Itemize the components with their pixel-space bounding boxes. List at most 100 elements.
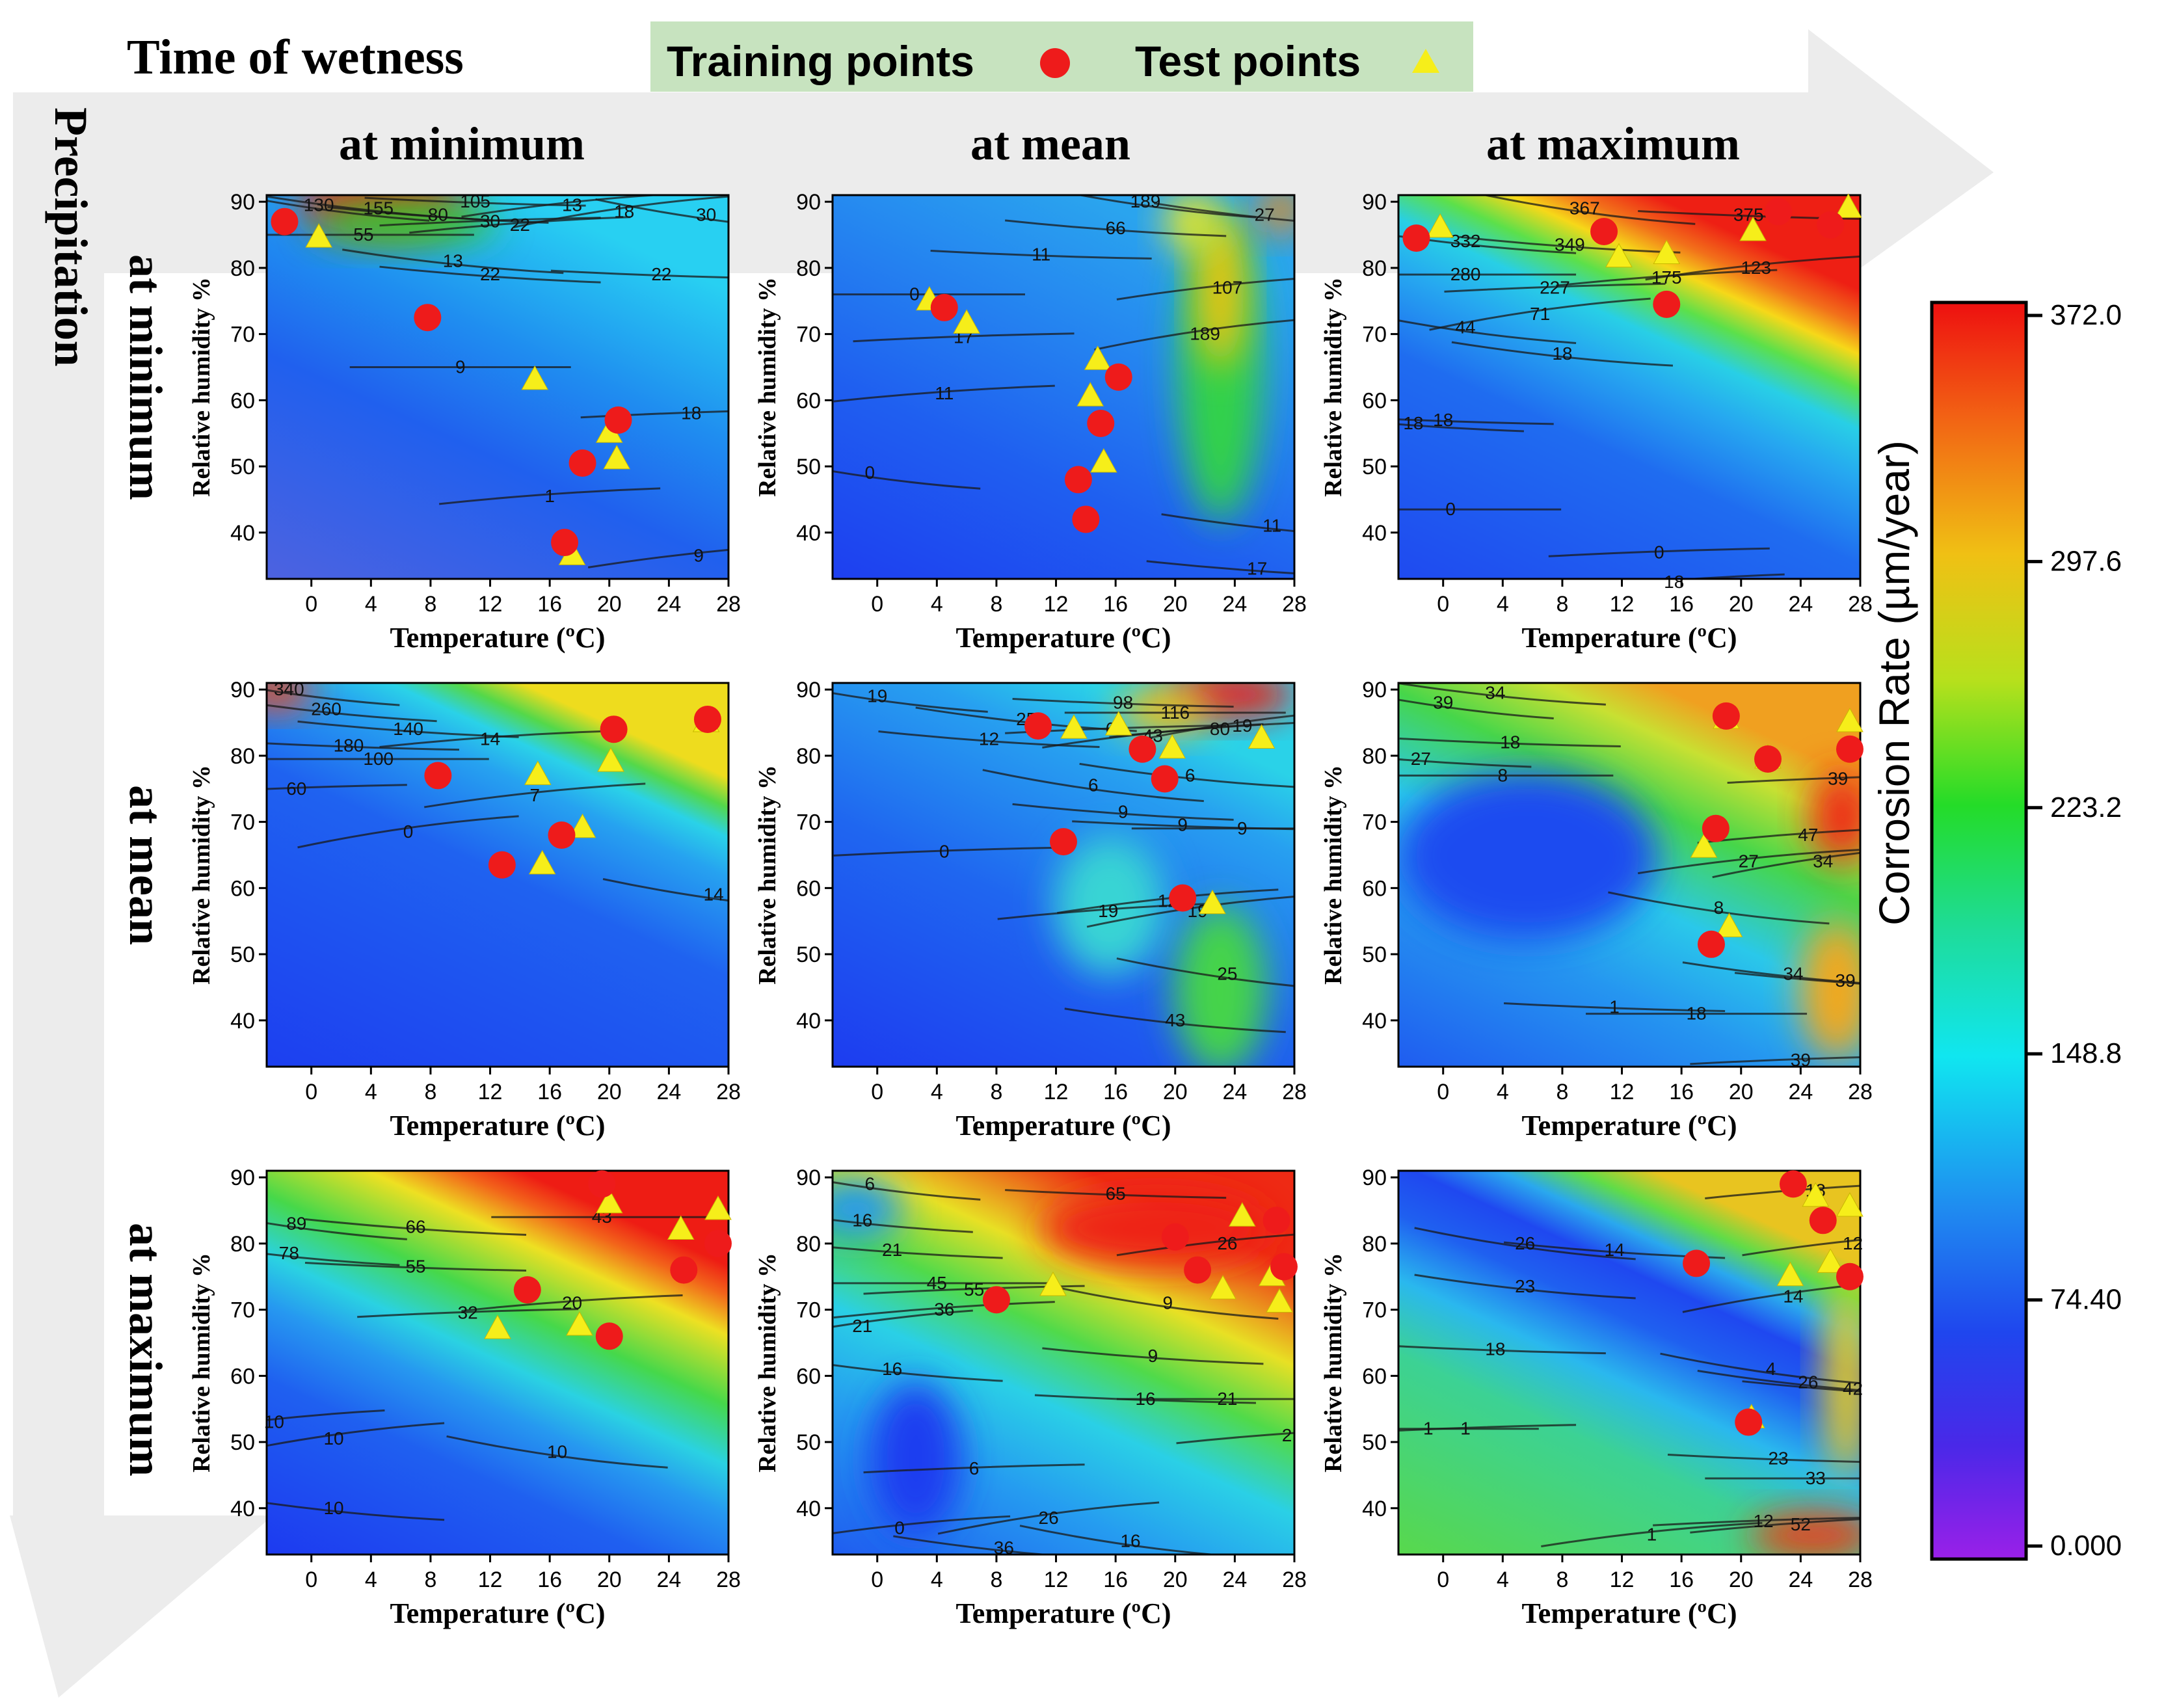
training-point <box>1590 217 1618 245</box>
test-point <box>1776 1261 1804 1287</box>
row-header-mean: at mean <box>120 785 172 945</box>
plot-frame <box>831 682 1296 1068</box>
contour-line <box>267 689 400 706</box>
column-header-maximum: at maximum <box>1486 118 1740 170</box>
contour-level-label: 10 <box>547 1441 567 1461</box>
x-tick-label: 12 <box>478 1080 503 1104</box>
contour-level-label: 30 <box>480 211 500 232</box>
y-tick-label: 80 <box>796 1232 821 1257</box>
contour-line <box>833 470 981 490</box>
contour-line <box>424 782 646 808</box>
y-tick-label: 40 <box>230 1009 255 1034</box>
contour-level-label: 22 <box>510 215 530 235</box>
contour-line <box>1146 560 1294 574</box>
contour-level-label: 47 <box>1798 825 1818 845</box>
y-tick-label: 40 <box>1362 521 1387 546</box>
contour-level-label: 9 <box>693 545 704 565</box>
contour-level-label: 52 <box>1791 1514 1811 1534</box>
contour-line <box>893 1535 1054 1555</box>
y-tick-label: 80 <box>1362 744 1387 769</box>
y-tick-label: 90 <box>230 190 255 215</box>
training-point <box>1104 363 1132 391</box>
training-point <box>551 529 579 557</box>
y-tick-label: 60 <box>796 876 821 901</box>
training-point <box>1779 1170 1807 1198</box>
contour-line <box>379 265 601 284</box>
contour-level-label: 26 <box>1798 1372 1818 1393</box>
contour-line <box>1480 195 1696 225</box>
contour-level-label: 18 <box>1552 343 1572 364</box>
y-tick-label: 40 <box>1362 1009 1387 1034</box>
contour-line <box>267 1422 445 1447</box>
colorbar-tick-label: 223.2 <box>2050 792 2122 823</box>
x-tick-label: 12 <box>1610 1080 1635 1104</box>
contour-level-label: 36 <box>934 1300 954 1320</box>
x-tick-label: 24 <box>1788 1080 1813 1104</box>
contour-level-label: 18 <box>1403 413 1423 433</box>
contour-line <box>1679 573 1785 579</box>
contour-line <box>602 878 728 902</box>
contour-level-label: 9 <box>1148 1346 1158 1366</box>
contour-level-label: 19 <box>1232 715 1252 736</box>
contour-level-label: 180 <box>334 736 364 756</box>
contour-line <box>1086 896 1294 928</box>
training-point <box>1184 1256 1212 1284</box>
contour-line <box>853 332 1075 343</box>
y-tick-label: 90 <box>1362 190 1387 215</box>
test-point <box>1228 1202 1256 1227</box>
training-point <box>424 762 452 790</box>
contour-line <box>833 1301 1055 1319</box>
contour-level-label: 21 <box>882 1240 902 1260</box>
contour-line <box>1116 957 1294 987</box>
contour-level-label: 89 <box>286 1213 306 1233</box>
x-tick-label: 28 <box>716 1568 741 1592</box>
figure-title: Time of wetness <box>127 30 464 85</box>
y-axis-label: Relative humidity % <box>754 277 781 497</box>
test-point <box>1209 1275 1236 1300</box>
x-tick-label: 16 <box>1103 1080 1128 1104</box>
x-tick-label: 4 <box>931 1568 943 1592</box>
x-tick-label: 20 <box>597 1080 622 1104</box>
contour-line <box>1608 891 1830 925</box>
contour-region <box>1174 905 1267 1067</box>
contour-level-label: 6 <box>1088 775 1099 795</box>
contour-level-label: 9 <box>1237 818 1248 838</box>
contour-level-label: 9 <box>1118 801 1129 821</box>
training-point <box>1161 1223 1189 1251</box>
contour-level-label: 6 <box>864 1173 875 1194</box>
contour-line <box>833 384 1055 403</box>
x-tick-label: 12 <box>1610 592 1635 617</box>
training-point <box>1836 1262 1863 1290</box>
contour-line <box>379 217 601 227</box>
training-point <box>588 1170 616 1198</box>
contour-line <box>1459 235 1681 254</box>
colorbar-tick-label: 74.40 <box>2050 1284 2122 1316</box>
test-point <box>1039 1271 1067 1296</box>
plot-frame <box>265 1169 730 1556</box>
contour-line <box>595 198 728 223</box>
training-point <box>600 715 628 743</box>
contour-line <box>297 720 519 738</box>
x-tick-label: 0 <box>305 1568 317 1592</box>
contour-level-label: 10 <box>323 1428 343 1448</box>
contour-level-label: 7 <box>529 785 540 805</box>
contour-level-label: 21 <box>1217 1389 1237 1409</box>
contour-line <box>833 692 988 713</box>
contour-region <box>1165 195 1221 253</box>
row-header-minimum: at minimum <box>120 254 172 500</box>
contour-region <box>1398 771 1657 941</box>
contour-line <box>1742 1238 1860 1257</box>
contour-line <box>1682 1283 1860 1313</box>
training-point <box>1169 884 1197 912</box>
contour-line <box>1398 758 1532 768</box>
x-tick-label: 20 <box>597 592 622 617</box>
x-tick-label: 28 <box>716 1080 741 1104</box>
contour-level-label: 22 <box>480 264 500 284</box>
x-tick-label: 24 <box>1222 1080 1247 1104</box>
contour-level-label: 280 <box>1450 264 1481 284</box>
contour-line <box>1504 1002 1726 1012</box>
test-point <box>1248 724 1276 749</box>
contour-level-label: 8 <box>1714 898 1724 918</box>
y-tick-label: 60 <box>230 1364 255 1389</box>
